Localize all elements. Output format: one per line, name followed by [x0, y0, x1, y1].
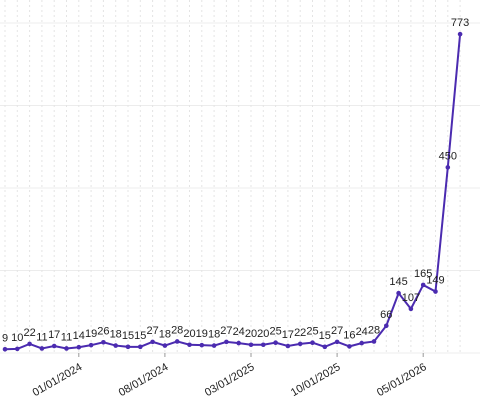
data-label: 165	[414, 268, 432, 280]
point	[273, 340, 278, 345]
point	[138, 344, 143, 350]
point	[359, 340, 365, 346]
x-tick-label: 10/01/2025	[289, 361, 343, 399]
point	[384, 323, 389, 329]
data-label: 17	[48, 329, 60, 341]
x-tick-label: 01/01/2024	[31, 361, 85, 399]
data-label: 27	[146, 325, 158, 337]
point	[408, 306, 414, 312]
data-label: 28	[368, 324, 380, 336]
point	[236, 340, 241, 346]
point	[88, 342, 94, 348]
point	[224, 339, 229, 345]
point	[433, 289, 438, 294]
data-label: 16	[343, 329, 355, 341]
data-label: 18	[159, 329, 171, 341]
data-label: 20	[183, 328, 195, 340]
data-label: 66	[380, 309, 392, 321]
point	[113, 343, 118, 348]
point	[76, 344, 82, 350]
data-label: 22	[294, 327, 306, 339]
data-label: 18	[110, 329, 122, 341]
point	[2, 346, 8, 352]
data-label: 10	[11, 332, 23, 344]
point	[162, 343, 168, 348]
data-label: 24	[356, 326, 368, 338]
data-label: 145	[389, 276, 407, 288]
point	[261, 342, 266, 348]
data-label: 20	[245, 328, 257, 340]
data-label: 149	[426, 275, 444, 287]
point	[51, 343, 57, 349]
point	[322, 344, 328, 350]
data-label: 27	[220, 325, 232, 337]
point	[211, 343, 217, 348]
data-label: 27	[331, 325, 343, 337]
data-label: 20	[257, 328, 269, 340]
data-label: 450	[439, 150, 457, 162]
point	[285, 343, 291, 349]
point	[39, 346, 45, 351]
point	[14, 346, 20, 352]
x-tick-label: 05/01/2026	[375, 361, 429, 399]
data-label: 107	[402, 292, 420, 304]
data-label: 24	[233, 326, 245, 338]
data-label: 15	[134, 330, 146, 342]
data-label: 17	[282, 329, 294, 341]
point	[101, 339, 106, 345]
point	[396, 290, 401, 296]
point	[174, 339, 180, 344]
data-label: 25	[269, 326, 281, 338]
point	[27, 341, 32, 347]
data-label: 15	[122, 330, 134, 342]
point	[445, 165, 451, 170]
point	[125, 344, 131, 350]
point	[371, 339, 377, 344]
data-label: 26	[97, 325, 109, 337]
point	[150, 339, 155, 345]
x-tick-label: 03/01/2025	[203, 361, 257, 399]
data-label: 19	[85, 328, 97, 340]
point	[64, 346, 69, 351]
data-label: 28	[171, 324, 183, 336]
data-label: 14	[73, 330, 85, 342]
point	[310, 340, 315, 345]
data-label: 25	[306, 326, 318, 338]
line	[4, 34, 462, 351]
point	[199, 342, 205, 348]
data-label: 11	[61, 331, 72, 343]
data-label: 22	[23, 327, 35, 339]
point	[420, 282, 426, 288]
data-label: 773	[451, 17, 469, 29]
point	[457, 31, 463, 37]
point	[187, 342, 192, 348]
data-label: 11	[36, 331, 47, 343]
x-tick-label: 08/01/2024	[117, 361, 171, 399]
point	[347, 344, 352, 349]
data-label: 19	[196, 328, 208, 340]
data-label: 18	[208, 329, 220, 341]
point	[334, 339, 340, 345]
data-label: 9	[2, 332, 8, 344]
data-label: 15	[319, 330, 331, 342]
point	[248, 342, 254, 348]
point	[297, 341, 303, 347]
